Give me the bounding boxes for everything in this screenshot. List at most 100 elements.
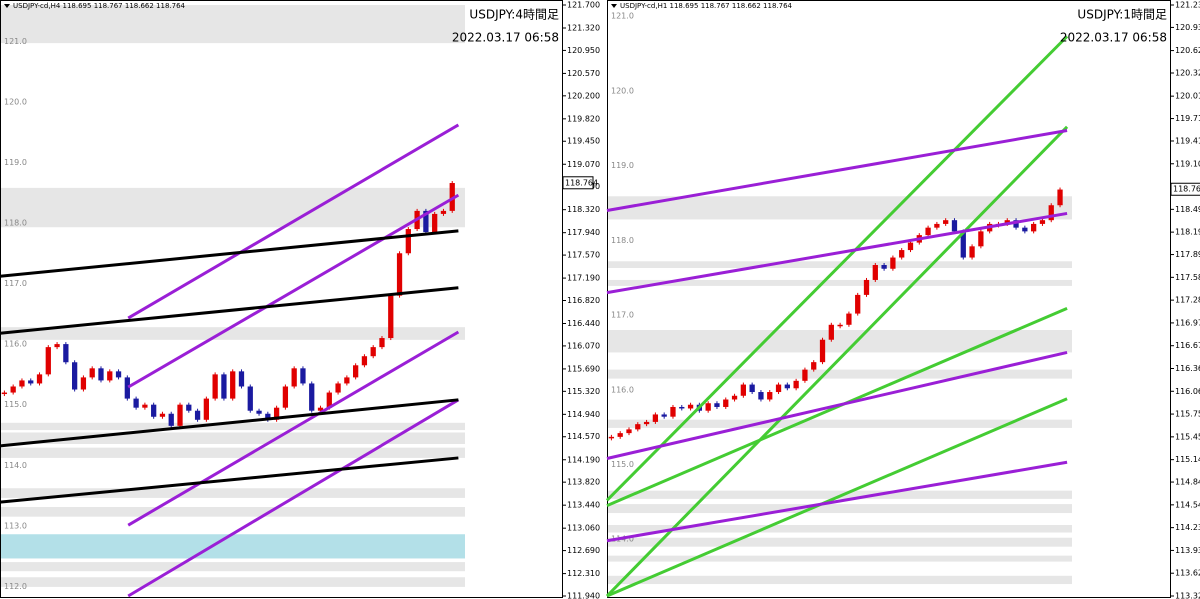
candle — [828, 324, 834, 340]
chart-caption: USDJPY:4時間足 — [469, 8, 559, 22]
level-label: 115.0 — [4, 400, 27, 409]
candle — [1004, 220, 1010, 224]
candle — [45, 347, 51, 375]
candle — [784, 384, 790, 389]
y-tick-label: 119.105 — [1175, 159, 1200, 168]
price-zone — [608, 537, 1072, 547]
candle — [396, 253, 403, 296]
y-tick-label: 116.670 — [1175, 341, 1200, 350]
candle — [793, 380, 799, 389]
level-label: 114.0 — [4, 461, 27, 470]
price-zone — [1, 577, 465, 587]
candle — [855, 294, 861, 314]
price-tag-label: 118.764 — [565, 178, 598, 187]
y-tick-label: 120.320 — [1175, 68, 1200, 77]
level-label: 120.0 — [4, 97, 27, 106]
candle — [256, 410, 262, 414]
candle — [186, 404, 192, 411]
level-label: 121.0 — [611, 12, 634, 21]
y-tick-label: 117.585 — [1175, 273, 1200, 282]
chart-timestamp: 2022.03.17 06:58 — [1060, 31, 1167, 45]
candle — [635, 424, 641, 430]
y-tick-label: 117.570 — [567, 251, 600, 260]
y-tick-label: 117.280 — [1175, 296, 1200, 305]
level-label: 115.0 — [611, 460, 634, 469]
candle — [194, 410, 201, 420]
candle — [300, 368, 306, 384]
candle — [177, 404, 183, 426]
candle — [740, 384, 746, 396]
candle — [837, 324, 843, 327]
y-tick-label: 118.495 — [1175, 205, 1200, 214]
candle — [617, 433, 623, 437]
candle — [705, 403, 711, 411]
price-zone — [1, 422, 465, 431]
candle — [344, 377, 350, 384]
candle — [238, 371, 245, 387]
candle — [282, 386, 289, 408]
price-zone — [1, 534, 465, 559]
candle — [124, 377, 130, 399]
price-zone — [608, 369, 1072, 379]
price-tag-label: 118.764 — [1173, 185, 1200, 194]
candle — [863, 279, 870, 295]
price-zone — [1, 187, 465, 228]
candle — [749, 384, 755, 393]
trend-line — [0, 456, 459, 504]
y-tick-label: 114.845 — [1175, 478, 1200, 487]
y-tick-label: 119.710 — [1175, 114, 1200, 123]
y-tick-label: 113.320 — [1175, 592, 1200, 599]
candle — [679, 406, 685, 409]
candle — [1031, 223, 1037, 232]
candle — [72, 362, 78, 390]
y-tick-label: 120.010 — [1175, 92, 1200, 101]
candle — [670, 406, 676, 417]
candle — [273, 407, 280, 420]
candle — [687, 404, 694, 409]
candle — [212, 374, 218, 399]
candle — [714, 403, 720, 407]
candle — [291, 368, 297, 387]
menu-arrow — [611, 4, 617, 8]
price-zone — [608, 575, 1072, 585]
y-tick-label: 116.820 — [567, 296, 600, 305]
trend-line — [127, 398, 460, 598]
trend-line — [127, 330, 460, 527]
trend-line — [605, 125, 1069, 598]
level-label: 120.0 — [611, 86, 634, 95]
y-tick-label: 117.190 — [567, 274, 600, 283]
y-tick-label: 114.540 — [1175, 500, 1200, 509]
level-label: 116.0 — [4, 340, 27, 349]
y-tick-label: 118.190 — [1175, 228, 1200, 237]
candle — [107, 371, 113, 381]
candle — [881, 265, 887, 269]
candle — [890, 257, 896, 269]
y-tick-label: 114.190 — [567, 455, 600, 464]
price-zone — [608, 555, 1072, 562]
chart-header: USDJPY-cd,H4 118.695 118.767 118.662 118… — [13, 2, 186, 10]
y-tick-label: 120.570 — [567, 69, 600, 78]
candle — [326, 392, 332, 408]
y-tick-label: 111.940 — [567, 592, 600, 599]
level-label: 112.0 — [4, 582, 27, 591]
level-label: 118.0 — [4, 219, 27, 228]
y-tick-label: 116.440 — [567, 319, 600, 328]
y-tick-label: 114.570 — [567, 432, 600, 441]
price-zone — [1, 327, 465, 340]
candle — [626, 429, 632, 434]
y-tick-label: 119.070 — [567, 160, 600, 169]
y-tick-label: 112.310 — [567, 569, 600, 578]
trend-line — [127, 193, 460, 389]
candle — [811, 362, 817, 370]
y-tick-label: 114.940 — [567, 410, 600, 419]
y-tick-label: 118.320 — [567, 205, 600, 214]
menu-arrow — [4, 4, 10, 8]
candle — [54, 344, 60, 348]
level-label: 121.0 — [4, 37, 27, 46]
candle — [221, 374, 227, 399]
y-tick-label: 121.230 — [1175, 1, 1200, 10]
candle — [775, 384, 782, 393]
y-tick-label: 112.690 — [567, 546, 600, 555]
y-tick-label: 116.060 — [1175, 387, 1200, 396]
candle — [115, 371, 122, 378]
